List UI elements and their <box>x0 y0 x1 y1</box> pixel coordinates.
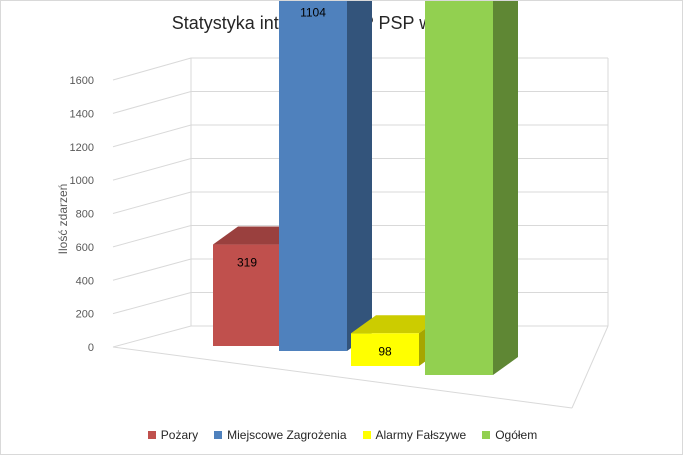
bar-front-face <box>351 333 419 366</box>
floor-front-edge <box>112 346 573 409</box>
bar-front-face <box>279 1 347 352</box>
y-tick-labels: 0 200 400 600 800 1000 1200 1400 1600 <box>70 75 94 354</box>
y-axis-label: Ilość zdarzeń <box>56 184 70 255</box>
bar-side-face <box>347 1 372 351</box>
legend-label: Miejscowe Zagrożenia <box>227 428 347 442</box>
bar-data-label: 319 <box>237 256 257 270</box>
legend-item-pozary: Pożary <box>147 428 199 442</box>
legend-item-alarmy-falszywe: Alarmy Fałszywe <box>362 428 467 442</box>
y-tick-label: 400 <box>76 275 94 287</box>
bar-front-face <box>425 1 493 376</box>
y-tick-label: 800 <box>76 209 94 221</box>
legend-label: Ogółem <box>495 428 538 442</box>
bar-side-face <box>493 1 518 375</box>
bar-data-label: 1104 <box>300 5 326 19</box>
bar-front-face <box>213 244 281 346</box>
legend: Pożary Miejscowe Zagrożenia Alarmy Fałsz… <box>1 428 683 442</box>
legend-label: Alarmy Fałszywe <box>375 428 467 442</box>
bar-2: 1104 <box>279 1 372 352</box>
legend-item-ogolem: Ogółem <box>482 428 537 442</box>
legend-swatch <box>147 431 156 439</box>
bar-top-face <box>351 315 444 334</box>
legend-item-miejscowe-zagrozenia: Miejscowe Zagrożenia <box>214 428 347 442</box>
y-tick-label: 0 <box>88 342 94 354</box>
floor-right-edge <box>571 325 609 409</box>
bar-4: 1521 <box>425 1 518 376</box>
legend-swatch <box>482 431 491 439</box>
y-tick-label: 600 <box>76 242 94 254</box>
legend-swatch <box>214 431 223 439</box>
y-tick-label: 200 <box>76 309 94 321</box>
bar-data-label: 98 <box>378 344 392 358</box>
y-tick-label: 1400 <box>70 108 94 120</box>
bars: 319 1104 98 1521 <box>213 1 518 376</box>
legend-label: Pożary <box>160 428 199 442</box>
legend-swatch <box>362 431 371 439</box>
y-tick-label: 1000 <box>70 175 94 187</box>
y-tick-label: 1600 <box>70 75 94 87</box>
y-tick-label: 1200 <box>70 142 94 154</box>
